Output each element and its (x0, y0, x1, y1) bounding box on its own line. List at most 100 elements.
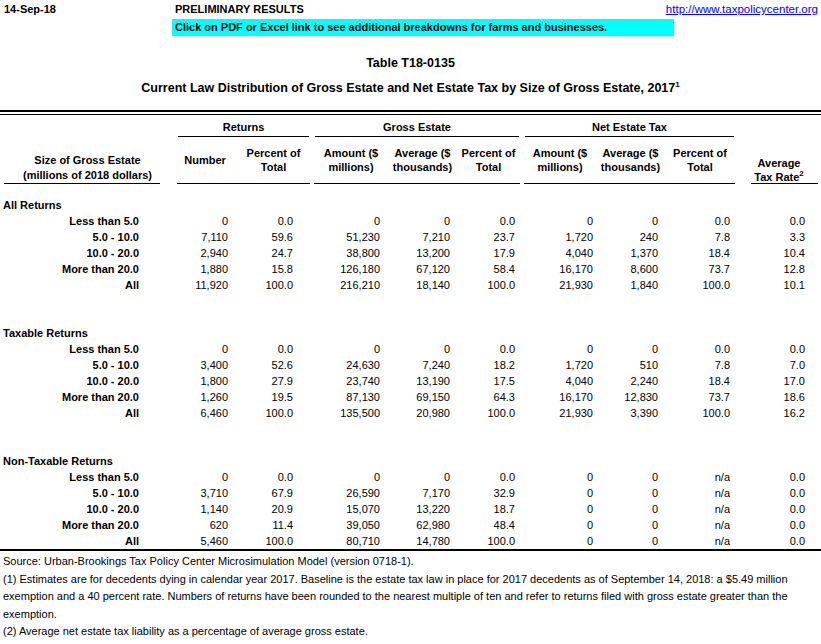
table-row: 10.0 - 20.0 1,14020.915,07013,22018.700n… (0, 501, 821, 517)
row-label: More than 20.0 (0, 389, 175, 405)
row-label: All (0, 277, 175, 293)
col-header-returns-pct: Percent of Total (235, 137, 312, 183)
col-header-gross-amount: Amount ($ millions) (312, 137, 390, 183)
table-cell: 26,590 (312, 485, 390, 501)
table-cell: 11.4 (235, 517, 312, 533)
table-row: 5.0 - 10.0 7,11059.651,2307,21023.71,720… (0, 229, 821, 245)
table-cell: 0 (312, 341, 390, 357)
col-header-gross-average: Average ($ thousands) (390, 137, 455, 183)
table-cell: 38,800 (312, 245, 390, 261)
table-cell: 73.7 (663, 261, 737, 277)
avg-tax-rate-line2: Tax Rate2 (737, 169, 821, 183)
table-cell: 0.0 (737, 501, 821, 517)
section-header-row: Taxable Returns (0, 325, 821, 341)
table-cell: 59.6 (235, 229, 312, 245)
table-cell: 0 (522, 213, 598, 229)
row-header: Size of Gross Estate (millions of 2018 d… (0, 115, 175, 183)
table-cell: 1,800 (175, 373, 235, 389)
table-cell: n/a (663, 533, 737, 549)
table-cell: 18.4 (663, 245, 737, 261)
spacer-row (0, 293, 821, 325)
table-cell: n/a (663, 485, 737, 501)
section-header-row: All Returns (0, 197, 821, 213)
table-cell: n/a (663, 469, 737, 485)
table-cell: 1,370 (598, 245, 663, 261)
estate-tax-table: Size of Gross Estate (millions of 2018 d… (0, 115, 821, 549)
table-cell: 0 (390, 341, 455, 357)
col-header-tax-amount: Amount ($ millions) (522, 137, 598, 183)
table-cell: 7.8 (663, 229, 737, 245)
group-header-net-estate-tax: Net Estate Tax (522, 115, 737, 137)
table-cell: 6,460 (175, 405, 235, 421)
table-cell: 12.8 (737, 261, 821, 277)
table-cell: 3,400 (175, 357, 235, 373)
col-header-tax-average: Average ($ thousands) (598, 137, 663, 183)
table-cell: 52.6 (235, 357, 312, 373)
table-cell: 10.4 (737, 245, 821, 261)
col-header-number: Number (175, 137, 235, 183)
table-cell: 3.3 (737, 229, 821, 245)
table-row: 5.0 - 10.0 3,71067.926,5907,17032.900n/a… (0, 485, 821, 501)
table-cell: 15.8 (235, 261, 312, 277)
table-cell: 16.2 (737, 405, 821, 421)
table-cell: 8,600 (598, 261, 663, 277)
table-cell: 0 (598, 501, 663, 517)
table-cell: 100.0 (235, 533, 312, 549)
table-cell: 100.0 (455, 405, 522, 421)
row-label: 10.0 - 20.0 (0, 245, 175, 261)
section-label: All Returns (0, 197, 821, 213)
table-cell: 135,500 (312, 405, 390, 421)
table-body: All Returns Less than 5.0 00.0000.0000.0… (0, 187, 821, 549)
table-cell: 67,120 (390, 261, 455, 277)
table-cell: 0 (175, 469, 235, 485)
spacer-row (0, 421, 821, 453)
group-header-gross-estate: Gross Estate (312, 115, 522, 137)
table-row: Less than 5.0 00.0000.0000.00.0 (0, 213, 821, 229)
table-cell: 2,240 (598, 373, 663, 389)
table-cell: 23.7 (455, 229, 522, 245)
section-label: Non-Taxable Returns (0, 453, 821, 469)
table-cell: 13,220 (390, 501, 455, 517)
section-header-row: Non-Taxable Returns (0, 453, 821, 469)
table-cell: 39,050 (312, 517, 390, 533)
table-row: 10.0 - 20.0 2,94024.738,80013,20017.94,0… (0, 245, 821, 261)
table-cell: 0.0 (737, 469, 821, 485)
spacer-row (0, 187, 821, 197)
table-cell: 18,140 (390, 277, 455, 293)
table-cell: 80,710 (312, 533, 390, 549)
table-row: More than 20.0 1,26019.587,13069,15064.3… (0, 389, 821, 405)
table-cell: 0 (390, 213, 455, 229)
col-header-gross-pct: Percent of Total (455, 137, 522, 183)
row-label: 5.0 - 10.0 (0, 229, 175, 245)
document-date: 14-Sep-18 (4, 3, 56, 15)
table-cell: 216,210 (312, 277, 390, 293)
table-cell: 0 (598, 533, 663, 549)
table-cell: 73.7 (663, 389, 737, 405)
row-label: All (0, 405, 175, 421)
table-cell: n/a (663, 517, 737, 533)
row-label: 10.0 - 20.0 (0, 373, 175, 389)
table-cell: 100.0 (663, 277, 737, 293)
table-cell: 240 (598, 229, 663, 245)
table-cell: 16,170 (522, 389, 598, 405)
row-label: Less than 5.0 (0, 213, 175, 229)
highlight-banner: Click on PDF or Excel link to see additi… (172, 19, 674, 36)
table-cell: 15,070 (312, 501, 390, 517)
table-block: Size of Gross Estate (millions of 2018 d… (0, 110, 821, 641)
taxpolicycenter-link[interactable]: http://www.taxpolicycenter.org (666, 3, 818, 15)
table-cell: 0 (522, 341, 598, 357)
table-cell: 11,920 (175, 277, 235, 293)
table-cell: 1,840 (598, 277, 663, 293)
row-label: 5.0 - 10.0 (0, 357, 175, 373)
table-cell: 4,040 (522, 373, 598, 389)
table-cell: 18.4 (663, 373, 737, 389)
table-row: More than 20.0 1,88015.8126,18067,12058.… (0, 261, 821, 277)
row-header-line1: Size of Gross Estate (0, 153, 175, 168)
table-row: All 11,920100.0216,21018,140100.021,9301… (0, 277, 821, 293)
table-cell: 13,200 (390, 245, 455, 261)
table-cell: 19.5 (235, 389, 312, 405)
table-cell: 18.2 (455, 357, 522, 373)
table-cell: 1,880 (175, 261, 235, 277)
col-header-tax-pct: Percent of Total (663, 137, 737, 183)
row-header-line2: (millions of 2018 dollars) (0, 168, 175, 183)
